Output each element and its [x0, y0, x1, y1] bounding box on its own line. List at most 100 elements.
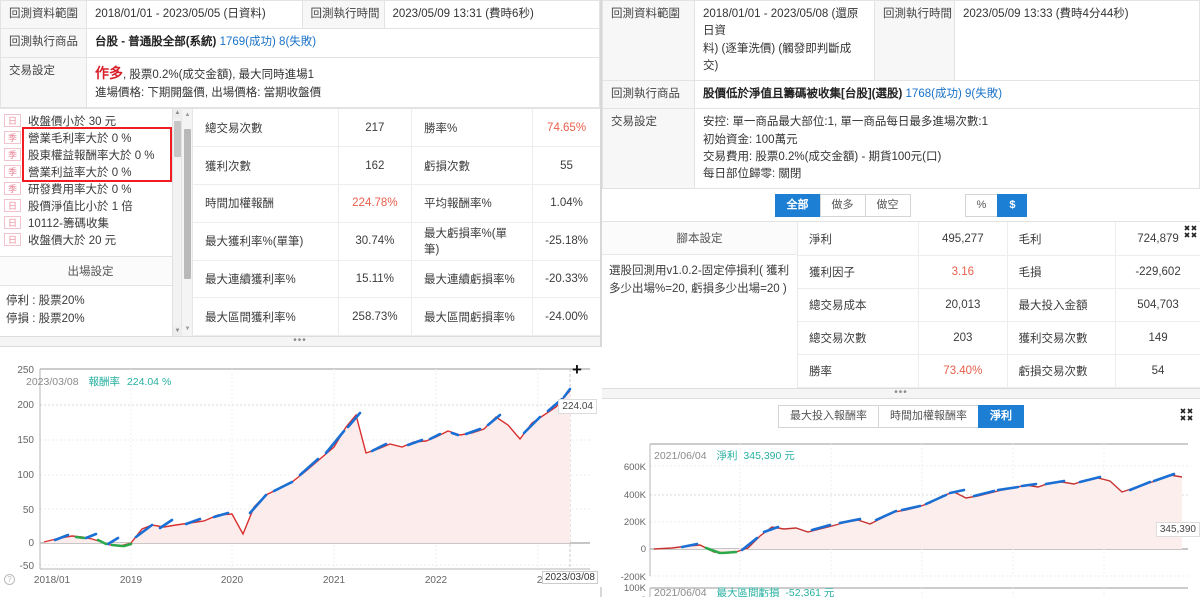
list-item[interactable]: 日 收盤價小於 30 元 [0, 112, 181, 129]
tab-max-invest-return[interactable]: 最大投入報酬率 [778, 405, 879, 429]
left-chart-up-segments [53, 387, 572, 546]
list-item[interactable]: 季 研發費用率大於 0 % [0, 180, 181, 197]
left-splitter-handle[interactable]: ••• [0, 336, 600, 347]
period-tag-icon: 季 [4, 182, 21, 195]
tab-short[interactable]: 做空 [864, 194, 911, 218]
right-product-fail[interactable]: 9(失敗) [964, 88, 1003, 100]
stat-key: 最大獲利率%(單筆) [193, 222, 339, 261]
stat-key: 最大區間虧損率% [411, 297, 534, 336]
left-chart-down-segments [74, 535, 133, 548]
expand-arrows-icon [1180, 408, 1193, 421]
condition-text: 股價淨值比小於 1 倍 [28, 200, 133, 213]
scrollbar-thumb[interactable] [184, 129, 191, 279]
left-trade-direction: 作多 [95, 64, 123, 81]
left-product-name: 台股 - 普通股全部(系統) [95, 36, 217, 49]
condition-text: 收盤價大於 20 元 [28, 234, 117, 247]
left-chart-overlay-date: 2023/03/08 [26, 376, 79, 388]
left-equity-chart[interactable]: 250 200 150 100 50 0 -50 [0, 347, 602, 587]
period-tag-icon: 日 [4, 114, 21, 127]
right-chart-expand-icon[interactable] [1180, 408, 1194, 422]
right-chart-tabbar: 最大投入報酬率 時間加權報酬率 淨利 [602, 399, 1200, 431]
right-info-row-product: 回測執行商品 股價低於淨值且籌碼被收集[台股](選股) 1768(成功) 9(失… [602, 79, 1200, 110]
stat-value: 55 [532, 146, 600, 185]
stat-key: 最大區間獲利率% [193, 297, 339, 336]
left-trade-fee: , 股票0.2%(成交金額), 最大同時進場1 [123, 68, 315, 81]
exit-rules-list: 停利 : 股票20% 停損 : 股票20% [0, 286, 181, 336]
tab-all[interactable]: 全部 [774, 194, 821, 218]
script-settings-header: 腳本設定 [602, 222, 797, 256]
tab-unit-percent[interactable]: % [964, 194, 999, 218]
stat-value: 1.04% [532, 184, 600, 223]
condition-text: 股東權益報酬率大於 0 % [28, 149, 155, 162]
svg-text:2018/01: 2018/01 [34, 575, 71, 586]
svg-text:150: 150 [17, 435, 34, 446]
table-row: 最大獲利率%(單筆) 30.74% 最大虧損率%(單筆) -25.18% [193, 222, 600, 261]
list-item[interactable]: 季 營業毛利率大於 0 % [0, 129, 181, 146]
expand-icon[interactable] [1183, 225, 1197, 239]
list-item[interactable]: 日 收盤價大於 20 元 [0, 231, 181, 248]
list-item[interactable]: 日 股價淨值比小於 1 倍 [0, 197, 181, 214]
left-product-success[interactable]: 1769(成功) [219, 36, 276, 49]
right-product-label: 回測執行商品 [602, 79, 695, 110]
right-scope-tabbar: 全部 做多 做空 % $ [602, 189, 1200, 222]
condition-text: 收盤價小於 30 元 [28, 115, 117, 128]
right-splitter-handle[interactable]: ••• [602, 388, 1200, 400]
stat-value: 224.78% [338, 184, 412, 223]
left-range-value: 2018/01/01 - 2023/05/05 (日資料) [86, 0, 303, 30]
tab-unit-dollar[interactable]: $ [997, 194, 1028, 218]
right-runtime-value: 2023/05/09 13:33 (費時4分44秒) [954, 0, 1200, 81]
stat-value: -24.00% [532, 297, 600, 336]
stat-key: 毛損 [1007, 255, 1117, 289]
right-middle-section: 腳本設定 選股回測用v1.0.2-固定停損利( 獲利多少出場%=20, 虧損多少… [602, 221, 1200, 389]
exit-rule-take-profit: 停利 : 股票20% [6, 295, 85, 308]
left-info-row-trade: 交易設定 作多, 股票0.2%(成交金額), 最大同時進場1 進場價格: 下期開… [0, 56, 600, 108]
stat-key: 平均報酬率% [411, 184, 534, 223]
right-info-row-range: 回測資料範圍 2018/01/01 - 2023/05/08 (還原日資 料) … [602, 0, 1200, 81]
tab-time-weighted-return[interactable]: 時間加權報酬率 [878, 405, 979, 429]
left-chart-overlay: 2023/03/08 報酬率 224.04 % [26, 374, 171, 389]
right-range-value-line1: 2018/01/01 - 2023/05/08 (還原日資 [703, 8, 859, 38]
tab-net-profit[interactable]: 淨利 [978, 405, 1024, 429]
left-product-fail[interactable]: 8(失敗) [279, 36, 317, 49]
condition-text: 研發費用率大於 0 % [28, 183, 132, 196]
svg-text:600K: 600K [624, 462, 647, 473]
stat-key: 最大連續虧損率% [411, 260, 534, 299]
stat-value: -25.18% [532, 222, 600, 261]
stat-key: 獲利因子 [798, 255, 920, 289]
tab-long[interactable]: 做多 [819, 194, 866, 218]
plus-icon[interactable]: + [572, 360, 582, 379]
condition-text: 營業毛利率大於 0 % [28, 132, 132, 145]
left-stats-scrollbar[interactable]: ▲ ▼ [182, 109, 193, 336]
scroll-down-arrow-icon[interactable]: ▼ [184, 326, 191, 332]
right-performance-table: 淨利 495,277 毛利 724,879 獲利因子 3.16 毛損 -229,… [798, 222, 1200, 389]
list-item[interactable]: 季 營業利益率大於 0 % [0, 163, 181, 180]
right-info-row-trade: 交易設定 安控: 單一商品最大部位:1, 單一商品每日最多進場次數:1 初始資金… [602, 108, 1200, 190]
chart-help-icon[interactable]: ? [4, 574, 15, 585]
table-row: 總交易次數 203 獲利交易次數 149 [798, 321, 1200, 356]
right-product-success[interactable]: 1768(成功) [905, 88, 962, 100]
stat-value: -20.33% [532, 260, 600, 299]
entry-conditions-list[interactable]: 日 收盤價小於 30 元 季 營業毛利率大於 0 % 季 股東權益報酬率大於 0… [0, 109, 181, 256]
left-trade-line1: 作多, 股票0.2%(成交金額), 最大同時進場1 [95, 63, 591, 84]
left-info-row-product: 回測執行商品 台股 - 普通股全部(系統) 1769(成功) 8(失敗) [0, 28, 600, 58]
right-chart-y-ticks: 600K 400K 200K 0 -200K [621, 462, 647, 583]
period-tag-icon: 季 [4, 148, 21, 161]
table-row: 勝率 73.40% 虧損交易次數 54 [798, 354, 1200, 389]
left-chart-x-end-tag: 2023/03/08 [541, 571, 598, 584]
svg-text:0: 0 [641, 595, 646, 597]
scroll-up-arrow-icon[interactable]: ▲ [184, 112, 191, 118]
stat-value: 162 [338, 146, 412, 185]
svg-text:250: 250 [17, 365, 34, 376]
scroll-down-arrow-icon[interactable]: ▼ [173, 327, 182, 336]
scroll-up-arrow-icon[interactable]: ▲ [173, 109, 182, 118]
right-profit-chart[interactable]: 600K 400K 200K 0 -200K [602, 408, 1200, 597]
conditions-scrollbar[interactable]: ▲ ▼ [172, 109, 182, 336]
list-item[interactable]: 季 股東權益報酬率大於 0 % [0, 146, 181, 163]
stat-value: 54 [1115, 354, 1200, 389]
scrollbar-thumb[interactable] [174, 121, 181, 157]
svg-text:0: 0 [28, 538, 34, 549]
list-item[interactable]: 日 10112-籌碼收集 [0, 214, 181, 231]
right-chart-svg: 600K 400K 200K 0 -200K [602, 430, 1200, 597]
right-chart-end-value-label: 345,390 [1155, 522, 1200, 538]
left-range-label: 回測資料範圍 [0, 0, 87, 30]
